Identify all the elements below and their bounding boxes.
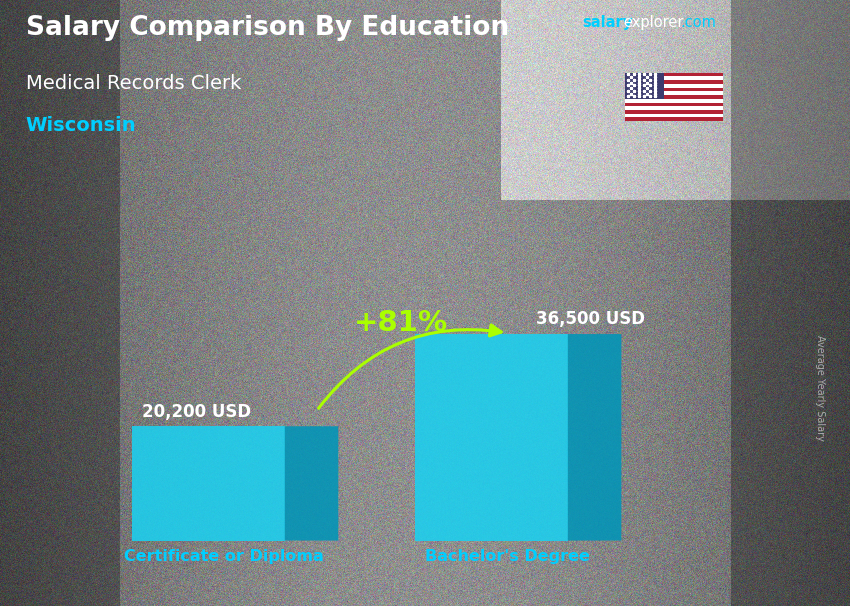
Text: Average Yearly Salary: Average Yearly Salary: [815, 335, 825, 441]
Bar: [625, 88, 722, 92]
Bar: [625, 106, 722, 110]
Bar: [625, 114, 722, 118]
Text: Bachelor's Degree: Bachelor's Degree: [425, 549, 590, 564]
Polygon shape: [132, 426, 285, 541]
Text: explorer: explorer: [623, 15, 683, 30]
Text: Medical Records Clerk: Medical Records Clerk: [26, 74, 241, 93]
Text: salary: salary: [582, 15, 632, 30]
Text: Salary Comparison By Education: Salary Comparison By Education: [26, 15, 508, 41]
Polygon shape: [285, 426, 338, 541]
Polygon shape: [568, 334, 621, 541]
FancyArrowPatch shape: [319, 325, 502, 408]
Bar: [625, 73, 664, 99]
Text: +81%: +81%: [354, 308, 448, 337]
Bar: [625, 118, 722, 121]
Bar: [625, 76, 722, 80]
Bar: [625, 110, 722, 114]
Bar: [625, 102, 722, 106]
Bar: [625, 95, 722, 99]
Text: 20,200 USD: 20,200 USD: [142, 402, 252, 421]
Text: Wisconsin: Wisconsin: [26, 116, 136, 135]
Text: 36,500 USD: 36,500 USD: [536, 310, 645, 328]
Bar: [625, 73, 722, 76]
Polygon shape: [415, 334, 568, 541]
Bar: [625, 84, 722, 88]
Bar: [625, 92, 722, 95]
Bar: [625, 99, 722, 102]
Text: Certificate or Diploma: Certificate or Diploma: [124, 549, 324, 564]
Text: .com: .com: [680, 15, 716, 30]
Bar: [625, 80, 722, 84]
